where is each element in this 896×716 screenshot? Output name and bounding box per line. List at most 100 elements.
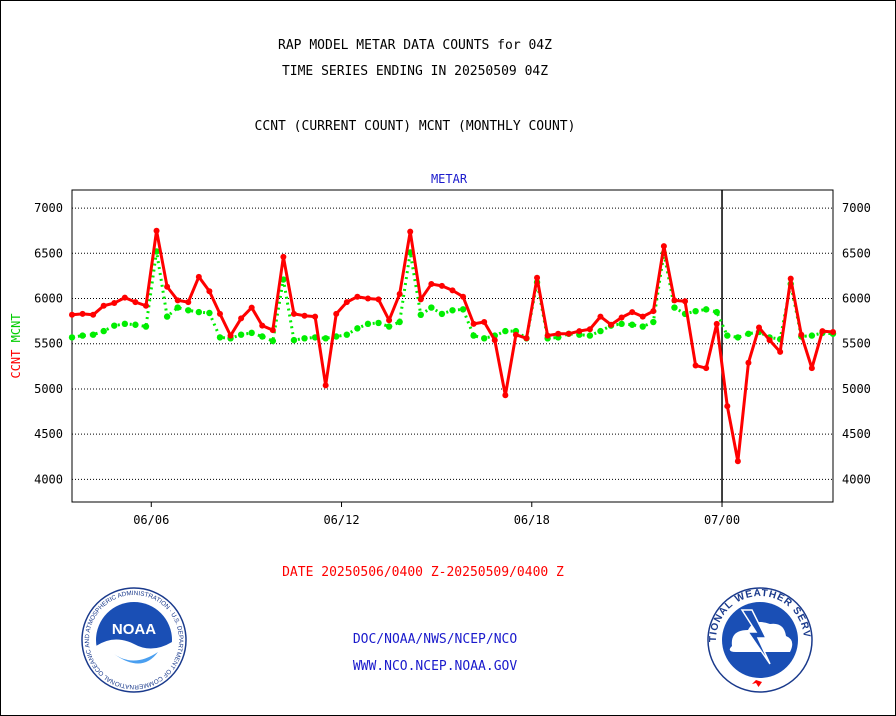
data-point-ccnt [396, 291, 403, 297]
data-point-ccnt [90, 311, 97, 318]
data-point-ccnt [512, 331, 519, 338]
data-point-mcnt [417, 311, 424, 318]
data-point-ccnt [576, 328, 583, 335]
data-point-mcnt [650, 318, 657, 326]
data-point-mcnt [354, 325, 361, 332]
data-point-mcnt [385, 323, 393, 330]
y-tick-label-right: 6000 [842, 292, 871, 306]
data-point-mcnt [68, 334, 76, 341]
data-point-ccnt [555, 330, 562, 337]
data-point-mcnt [301, 335, 308, 342]
nco-website-link[interactable]: WWW.NCO.NCEP.NOAA.GOV [352, 659, 518, 674]
series-line-mcnt [71, 249, 834, 343]
y-axis-label: CCNT MCNT [9, 313, 23, 378]
data-point-ccnt [502, 392, 509, 399]
data-point-ccnt [713, 320, 720, 327]
data-point-ccnt [777, 348, 784, 355]
noaa-logo: NOAA NATIONAL OCEANIC AND ATMOSPHERIC AD… [81, 587, 187, 693]
data-point-mcnt [618, 320, 625, 328]
y-tick-label-left: 4000 [34, 472, 63, 486]
data-point-mcnt [639, 323, 646, 330]
data-point-mcnt [375, 319, 382, 327]
x-tick-label: 06/06 [133, 513, 169, 527]
data-point-mcnt [459, 306, 467, 313]
data-point-ccnt [692, 362, 699, 369]
data-point-ccnt [798, 331, 805, 338]
data-point-mcnt [163, 313, 171, 320]
data-point-ccnt [132, 299, 139, 306]
data-point-ccnt [333, 310, 340, 317]
data-point-ccnt [259, 322, 266, 329]
data-point-ccnt [174, 297, 181, 304]
data-point-ccnt [206, 288, 213, 295]
data-point-mcnt [89, 331, 97, 338]
y-tick-label-left: 6000 [34, 292, 63, 306]
data-point-mcnt [808, 332, 816, 339]
data-point-ccnt [322, 382, 329, 389]
x-tick-label: 07/00 [704, 513, 740, 527]
data-point-mcnt [237, 331, 245, 338]
data-point-ccnt [787, 275, 794, 282]
y-tick-label-left: 5500 [34, 337, 63, 351]
x-tick-label: 07/06 [894, 513, 896, 527]
data-point-ccnt [703, 365, 710, 372]
y-tick-label-right: 5000 [842, 382, 871, 396]
data-point-ccnt [111, 300, 118, 307]
data-point-mcnt [364, 320, 372, 328]
noaa-logo-text: NOAA [112, 621, 156, 638]
data-point-ccnt [79, 310, 86, 317]
data-point-ccnt [269, 327, 276, 334]
data-point-ccnt [491, 337, 498, 344]
data-point-mcnt [111, 322, 118, 329]
data-point-ccnt [312, 313, 319, 320]
data-point-mcnt [481, 335, 488, 342]
data-point-ccnt [354, 293, 361, 300]
y-axis-label-ccnt: CCNT [9, 350, 23, 379]
data-point-ccnt [544, 332, 551, 339]
data-point-ccnt [195, 273, 202, 280]
y-tick-label-right: 4000 [842, 472, 871, 486]
data-point-mcnt [290, 336, 298, 344]
data-point-mcnt [174, 304, 181, 311]
y-tick-label-left: 4500 [34, 427, 63, 441]
data-point-ccnt [438, 282, 445, 289]
data-point-ccnt [375, 296, 382, 303]
nco-link-text[interactable]: DOC/NOAA/NWS/NCEP/NCO [352, 632, 518, 647]
data-point-mcnt [428, 304, 435, 311]
y-tick-label-left: 6500 [34, 246, 63, 260]
y-tick-label-right: 6500 [842, 246, 871, 260]
data-point-ccnt [142, 302, 149, 309]
plot-title: METAR [430, 172, 468, 186]
data-point-ccnt [248, 304, 255, 311]
data-point-ccnt [364, 295, 371, 302]
data-point-mcnt [502, 327, 509, 335]
data-point-ccnt [671, 297, 678, 304]
data-point-mcnt [269, 337, 277, 345]
data-point-ccnt [417, 296, 424, 303]
data-point-ccnt [164, 283, 171, 290]
data-point-ccnt [756, 324, 763, 331]
x-tick-label: 06/18 [514, 513, 550, 527]
y-tick-label-right: 4500 [842, 427, 871, 441]
data-point-mcnt [121, 320, 129, 328]
data-point-ccnt [608, 321, 615, 328]
data-point-ccnt [460, 293, 467, 300]
data-point-ccnt [660, 243, 667, 250]
data-point-ccnt [386, 317, 393, 324]
data-point-mcnt [724, 332, 731, 339]
data-point-ccnt [227, 332, 234, 339]
data-point-ccnt [618, 314, 625, 321]
data-point-mcnt [745, 330, 752, 337]
data-point-ccnt [428, 281, 435, 288]
data-point-ccnt [724, 403, 731, 410]
data-point-ccnt [153, 227, 160, 234]
data-point-ccnt [185, 299, 192, 306]
data-point-mcnt [734, 334, 742, 341]
data-point-ccnt [629, 309, 636, 316]
data-point-mcnt [259, 333, 266, 340]
axis-layer: 4000 4000 4500 4500 5000 5000 5500 5500 6000 6000… [34, 189, 896, 527]
data-point-ccnt [100, 302, 107, 309]
data-point-mcnt [628, 321, 636, 328]
data-point-mcnt [322, 335, 329, 342]
x-tick-label: 06/12 [323, 513, 359, 527]
